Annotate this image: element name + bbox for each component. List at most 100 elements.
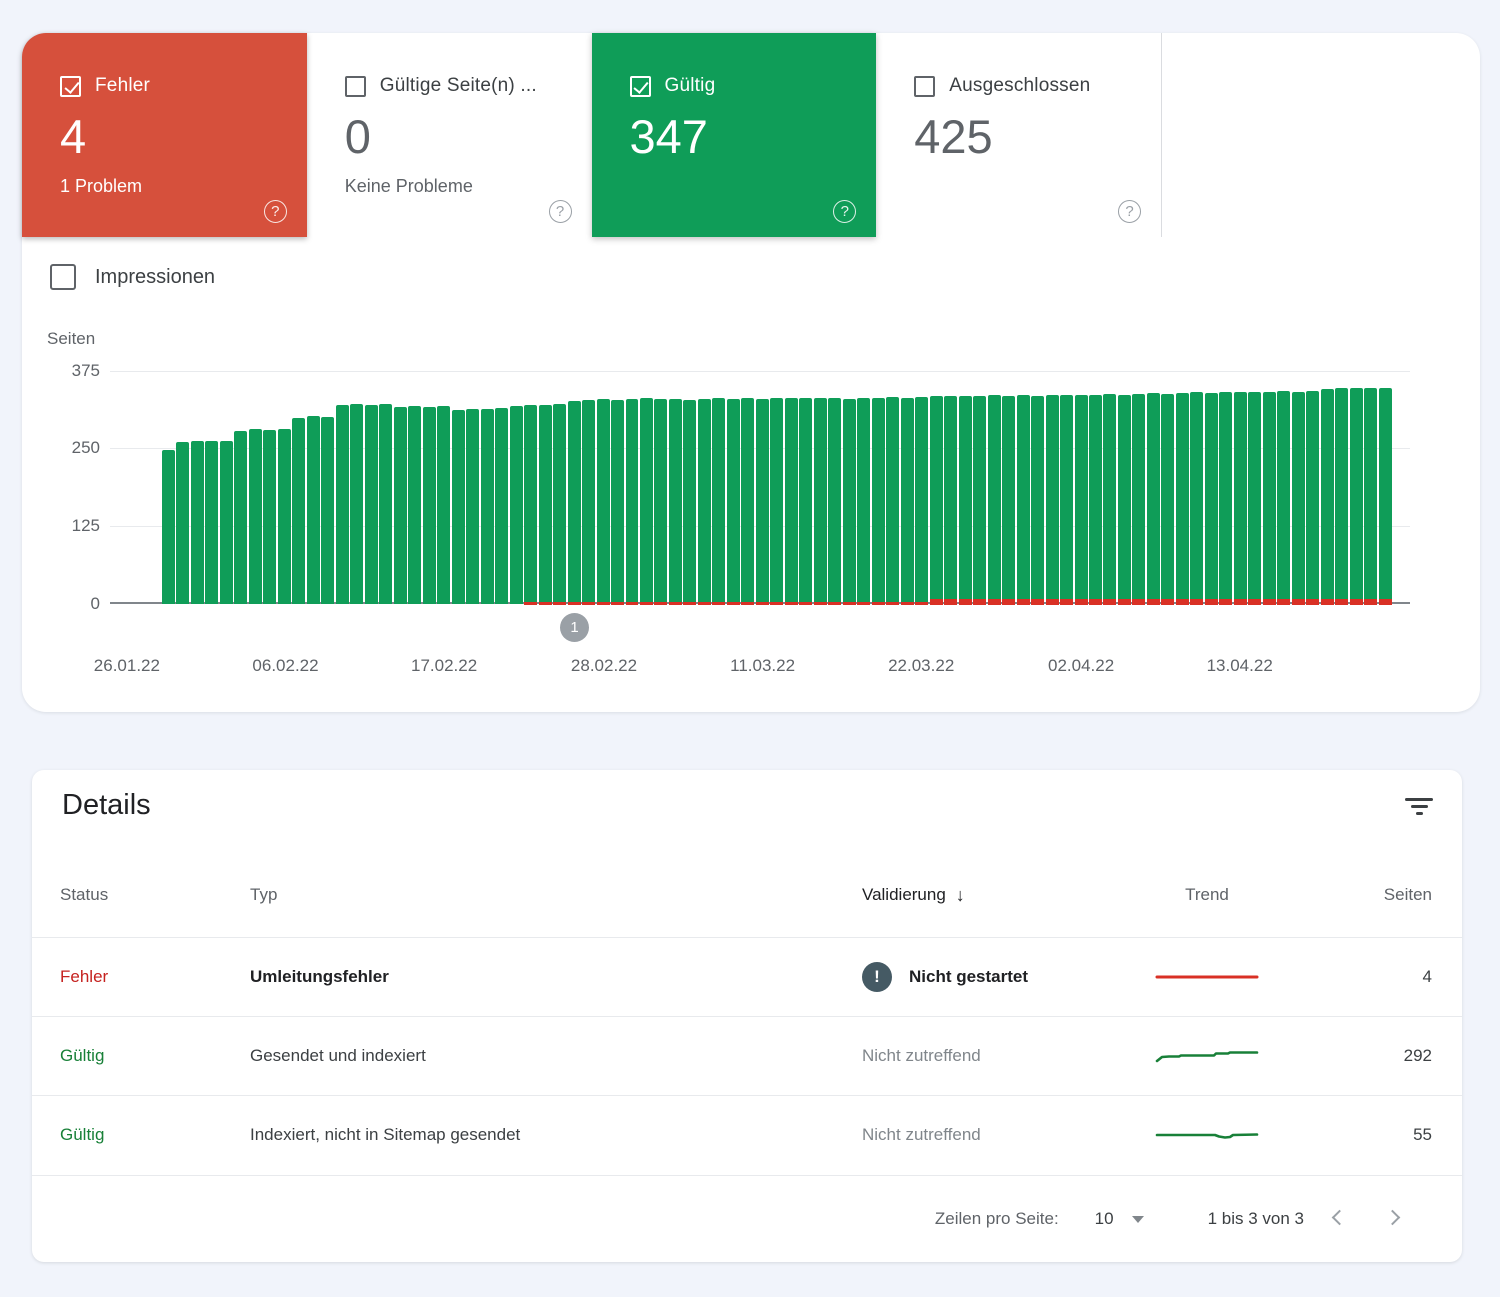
- ausgeschlossen-checkbox[interactable]: [914, 75, 936, 97]
- chart-bar[interactable]: [509, 371, 523, 604]
- chart-bar[interactable]: [466, 371, 480, 604]
- chart-bar[interactable]: [567, 371, 581, 605]
- chart-bar[interactable]: [755, 371, 769, 605]
- chart-bar[interactable]: [625, 371, 639, 605]
- chart-bar[interactable]: [1103, 371, 1117, 605]
- chart-bar[interactable]: [437, 371, 451, 604]
- chart-bar[interactable]: [364, 371, 378, 604]
- chart-bar[interactable]: [1045, 371, 1059, 605]
- chart-bar[interactable]: [973, 371, 987, 605]
- chart-bar[interactable]: [480, 371, 494, 604]
- chart-bar[interactable]: [524, 371, 538, 605]
- col-typ[interactable]: Typ: [250, 885, 278, 904]
- chart-bar[interactable]: [1262, 371, 1276, 605]
- chart-bar[interactable]: [726, 371, 740, 605]
- chart-bar[interactable]: [944, 371, 958, 605]
- chart-bar[interactable]: [263, 371, 277, 604]
- chart-bar[interactable]: [176, 371, 190, 604]
- chart-bar[interactable]: [306, 371, 320, 604]
- chart-bar[interactable]: [1146, 371, 1160, 605]
- next-page-button[interactable]: [1376, 1199, 1416, 1239]
- chart-bar[interactable]: [162, 371, 175, 604]
- chart-bar[interactable]: [639, 371, 653, 605]
- impressions-toggle[interactable]: Impressionen: [50, 264, 215, 290]
- card-fehler[interactable]: Fehler 4 1 Problem: [22, 33, 307, 237]
- chart-bar[interactable]: [451, 371, 465, 604]
- card-gueltige-seiten[interactable]: Gültige Seite(n) ... 0 Keine Probleme: [306, 33, 592, 237]
- chart-bar[interactable]: [277, 371, 291, 604]
- chart-bar[interactable]: [335, 371, 349, 604]
- filter-icon[interactable]: [1404, 798, 1434, 820]
- table-row[interactable]: Fehler Umleitungsfehler Nicht gestartet …: [32, 937, 1462, 1016]
- card-gueltig[interactable]: Gültig 347: [591, 33, 877, 237]
- chart-bar[interactable]: [292, 371, 306, 604]
- help-icon[interactable]: [548, 200, 572, 223]
- chart-bar[interactable]: [422, 371, 436, 604]
- chart-bar[interactable]: [828, 371, 842, 605]
- chart-bar[interactable]: [1016, 371, 1030, 605]
- chart-bar[interactable]: [553, 371, 567, 605]
- impressions-checkbox[interactable]: [50, 264, 76, 290]
- chart-bar[interactable]: [248, 371, 262, 604]
- chart-bar[interactable]: [408, 371, 422, 604]
- card-ausgeschlossen[interactable]: Ausgeschlossen 425: [876, 33, 1161, 237]
- chart-bar[interactable]: [871, 371, 885, 605]
- chart-bar[interactable]: [350, 371, 364, 604]
- chart-bar[interactable]: [1161, 371, 1175, 605]
- chart-bar[interactable]: [668, 371, 682, 605]
- chart-bar[interactable]: [697, 371, 711, 605]
- chart-bar[interactable]: [190, 371, 204, 604]
- chart-bar[interactable]: [886, 371, 900, 605]
- chart-bar[interactable]: [379, 371, 393, 604]
- chart-bar[interactable]: [712, 371, 726, 605]
- table-row[interactable]: Gültig Gesendet und indexiert Nicht zutr…: [32, 1016, 1462, 1095]
- previous-page-button[interactable]: [1320, 1199, 1360, 1239]
- chart-bar[interactable]: [219, 371, 233, 604]
- chart-bar[interactable]: [1132, 371, 1146, 605]
- chart-bar[interactable]: [495, 371, 509, 604]
- chart-bar[interactable]: [654, 371, 668, 605]
- chart-bar[interactable]: [582, 371, 596, 605]
- chart-bar[interactable]: [915, 371, 929, 605]
- fehler-checkbox[interactable]: [60, 75, 81, 97]
- chart-bar[interactable]: [799, 371, 813, 605]
- chart-bar[interactable]: [1320, 371, 1334, 605]
- chart-bar[interactable]: [393, 371, 407, 604]
- chart-bars[interactable]: [162, 371, 1392, 605]
- table-row[interactable]: Gültig Indexiert, nicht in Sitemap gesen…: [32, 1095, 1462, 1174]
- chart-bar[interactable]: [596, 371, 610, 605]
- gueltig-checkbox[interactable]: [629, 75, 651, 97]
- chart-bar[interactable]: [1291, 371, 1305, 605]
- chart-bar[interactable]: [770, 371, 784, 605]
- chart-bar[interactable]: [234, 371, 248, 604]
- chart-bar[interactable]: [1335, 371, 1349, 605]
- help-icon[interactable]: [1118, 200, 1141, 223]
- chart-bar[interactable]: [741, 371, 755, 605]
- chart-bar[interactable]: [611, 371, 624, 605]
- col-status[interactable]: Status: [60, 885, 109, 904]
- col-seiten[interactable]: Seiten: [1383, 885, 1432, 904]
- chart-bar[interactable]: [784, 371, 798, 605]
- chart-bar[interactable]: [1233, 371, 1247, 605]
- chart-bar[interactable]: [929, 371, 943, 605]
- chart-bar[interactable]: [683, 371, 697, 605]
- col-validierung[interactable]: Validierung: [862, 885, 1112, 906]
- chart-bar[interactable]: [813, 371, 827, 605]
- chart-bar[interactable]: [1364, 371, 1378, 605]
- chart-bar[interactable]: [1378, 371, 1392, 605]
- chart-bar[interactable]: [857, 371, 871, 605]
- gueltige-seiten-checkbox[interactable]: [344, 75, 366, 97]
- chart-bar[interactable]: [1219, 371, 1233, 605]
- chart-bar[interactable]: [842, 371, 856, 605]
- chart-bar[interactable]: [1089, 371, 1102, 605]
- chart-bar[interactable]: [1031, 371, 1045, 605]
- chart-bar[interactable]: [1002, 371, 1016, 605]
- chart-bar[interactable]: [1190, 371, 1204, 605]
- annotation-marker[interactable]: 1: [560, 613, 589, 642]
- col-trend[interactable]: Trend: [1185, 885, 1229, 904]
- chart-bar[interactable]: [205, 371, 219, 604]
- chart-bar[interactable]: [321, 371, 335, 604]
- rows-per-page-select[interactable]: 10: [1094, 1209, 1114, 1228]
- chart-bar[interactable]: [1306, 371, 1320, 605]
- help-icon[interactable]: [263, 200, 287, 223]
